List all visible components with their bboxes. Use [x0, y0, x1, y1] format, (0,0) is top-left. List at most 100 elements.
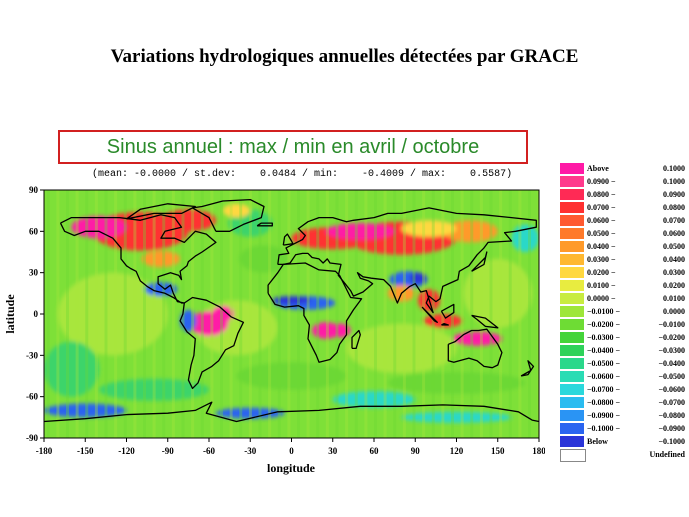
anomaly-blob: [463, 258, 533, 328]
legend-row: −0.0900 − −0.0800: [560, 410, 685, 421]
legend-upper-value: −0.0700: [658, 398, 685, 407]
legend-swatch: [560, 319, 584, 330]
noise-stripe: [345, 190, 349, 438]
legend-upper-value: 0.0500: [663, 242, 685, 251]
x-tick-label: 120: [450, 446, 464, 456]
anomaly-blob: [409, 272, 427, 284]
legend-lower-value: −0.0700 −: [587, 385, 621, 394]
legend-lower-value: −0.0200 −: [587, 320, 621, 329]
noise-stripe: [479, 190, 483, 438]
noise-stripe: [277, 190, 281, 438]
legend-upper-value: 0.0700: [663, 216, 685, 225]
y-tick-label: 0: [34, 309, 39, 319]
coastline-path: [126, 203, 196, 220]
anomaly-blob: [442, 220, 498, 243]
noise-stripe: [383, 190, 387, 438]
subtitle-text: Sinus annuel : max / min en avril / octo…: [106, 136, 480, 158]
coastline-path: [179, 296, 245, 390]
x-tick-label: -180: [36, 446, 53, 456]
legend-upper-value: 0.0900: [663, 190, 685, 199]
legend-upper-value: 0.0800: [663, 203, 685, 212]
coastline-path: [44, 401, 539, 423]
legend-upper-value: 0.0200: [663, 281, 685, 290]
legend-upper-value: 0.0400: [663, 255, 685, 264]
anomaly-blob: [44, 403, 127, 418]
coastline-path: [267, 262, 363, 363]
coastline-path: [59, 214, 217, 304]
noise-stripe: [152, 190, 156, 438]
legend-swatch: [560, 280, 584, 291]
noise-stripe: [104, 190, 108, 438]
legend-lower-value: −0.0800 −: [587, 398, 621, 407]
noise-stripe: [528, 190, 531, 438]
legend-row: 0.0800 − 0.0900: [560, 189, 685, 200]
noise-stripe: [258, 190, 262, 438]
anomaly-blob: [401, 220, 457, 237]
noise-stripe: [354, 190, 358, 438]
coastline-path: [282, 233, 294, 246]
anomaly-blob: [332, 391, 416, 408]
x-tick-label: 60: [370, 446, 380, 456]
x-tick-label: -150: [77, 446, 94, 456]
legend-lower-value: 0.0600 −: [587, 216, 616, 225]
anomaly-blob: [401, 411, 512, 423]
legend-lower-value: Above: [587, 164, 609, 173]
subtitle-box: Sinus annuel : max / min en avril / octo…: [58, 130, 528, 164]
legend-upper-value: −0.0800: [658, 411, 685, 420]
noise-stripe: [56, 190, 60, 438]
noise-stripe: [297, 190, 300, 438]
map-stripe-noise: [46, 190, 539, 438]
x-tick-label: 150: [491, 446, 505, 456]
legend-row: 0.0300 − 0.0400: [560, 254, 685, 265]
legend-lower-value: −0.0300 −: [587, 333, 621, 342]
anomaly-blob: [511, 224, 539, 252]
noise-stripe: [412, 190, 416, 438]
noise-stripe: [287, 190, 291, 438]
x-tick-label: -90: [162, 446, 174, 456]
anomaly-blob: [71, 216, 127, 239]
legend-row: 0.0000 − 0.0100: [560, 293, 685, 304]
legend-lower-value: −0.0900 −: [587, 411, 621, 420]
noise-stripe: [393, 190, 397, 438]
legend-swatch: [560, 436, 584, 447]
legend-row: Undefined: [560, 449, 685, 462]
anomaly-blob: [160, 209, 216, 232]
legend-swatch: [560, 371, 584, 382]
y-tick-label: -90: [26, 433, 38, 443]
legend-row: 0.0100 − 0.0200: [560, 280, 685, 291]
anomaly-blob: [99, 378, 209, 401]
legend-swatch: [560, 267, 584, 278]
anomaly-blob: [57, 272, 168, 356]
legend-swatch: [560, 358, 584, 369]
legend-lower-value: 0.0000 −: [587, 294, 616, 303]
slide-title: Variations hydrologiques annuelles détec…: [110, 46, 579, 67]
legend-lower-value: −0.0600 −: [587, 372, 621, 381]
coastline-path: [471, 314, 499, 329]
anomaly-blob: [452, 331, 502, 346]
noise-stripe: [85, 190, 89, 438]
x-tick-label: -30: [244, 446, 256, 456]
coastline-path: [471, 251, 488, 272]
anomaly-blob: [387, 371, 526, 394]
noise-stripe: [123, 190, 127, 438]
legend-row: −0.0300 − −0.0200: [560, 332, 685, 343]
noise-stripe: [489, 190, 493, 438]
coastline-layer: [44, 198, 539, 423]
coastline-path: [256, 222, 273, 227]
anomaly-blob: [346, 323, 457, 374]
noise-stripe: [508, 190, 512, 438]
legend-upper-value: 0.0600: [663, 229, 685, 238]
legend-lower-value: −0.0400 −: [587, 346, 621, 355]
legend-upper-value: Undefined: [649, 450, 685, 459]
anomaly-blob: [328, 323, 351, 338]
coastline-path: [191, 198, 265, 232]
legend-upper-value: −0.0900: [658, 424, 685, 433]
noise-stripe: [162, 190, 166, 438]
anomaly-blob: [239, 245, 289, 273]
legend-upper-value: −0.0300: [658, 346, 685, 355]
noise-stripe: [268, 190, 272, 438]
legend-lower-value: 0.0400 −: [587, 242, 616, 251]
legend-row: −0.0200 − −0.0100: [560, 319, 685, 330]
grace-map: -180 -150 -120 -90 -60 -30 0 30 60 90 120 150 180 90…: [3, 185, 545, 475]
noise-stripe: [75, 190, 79, 438]
